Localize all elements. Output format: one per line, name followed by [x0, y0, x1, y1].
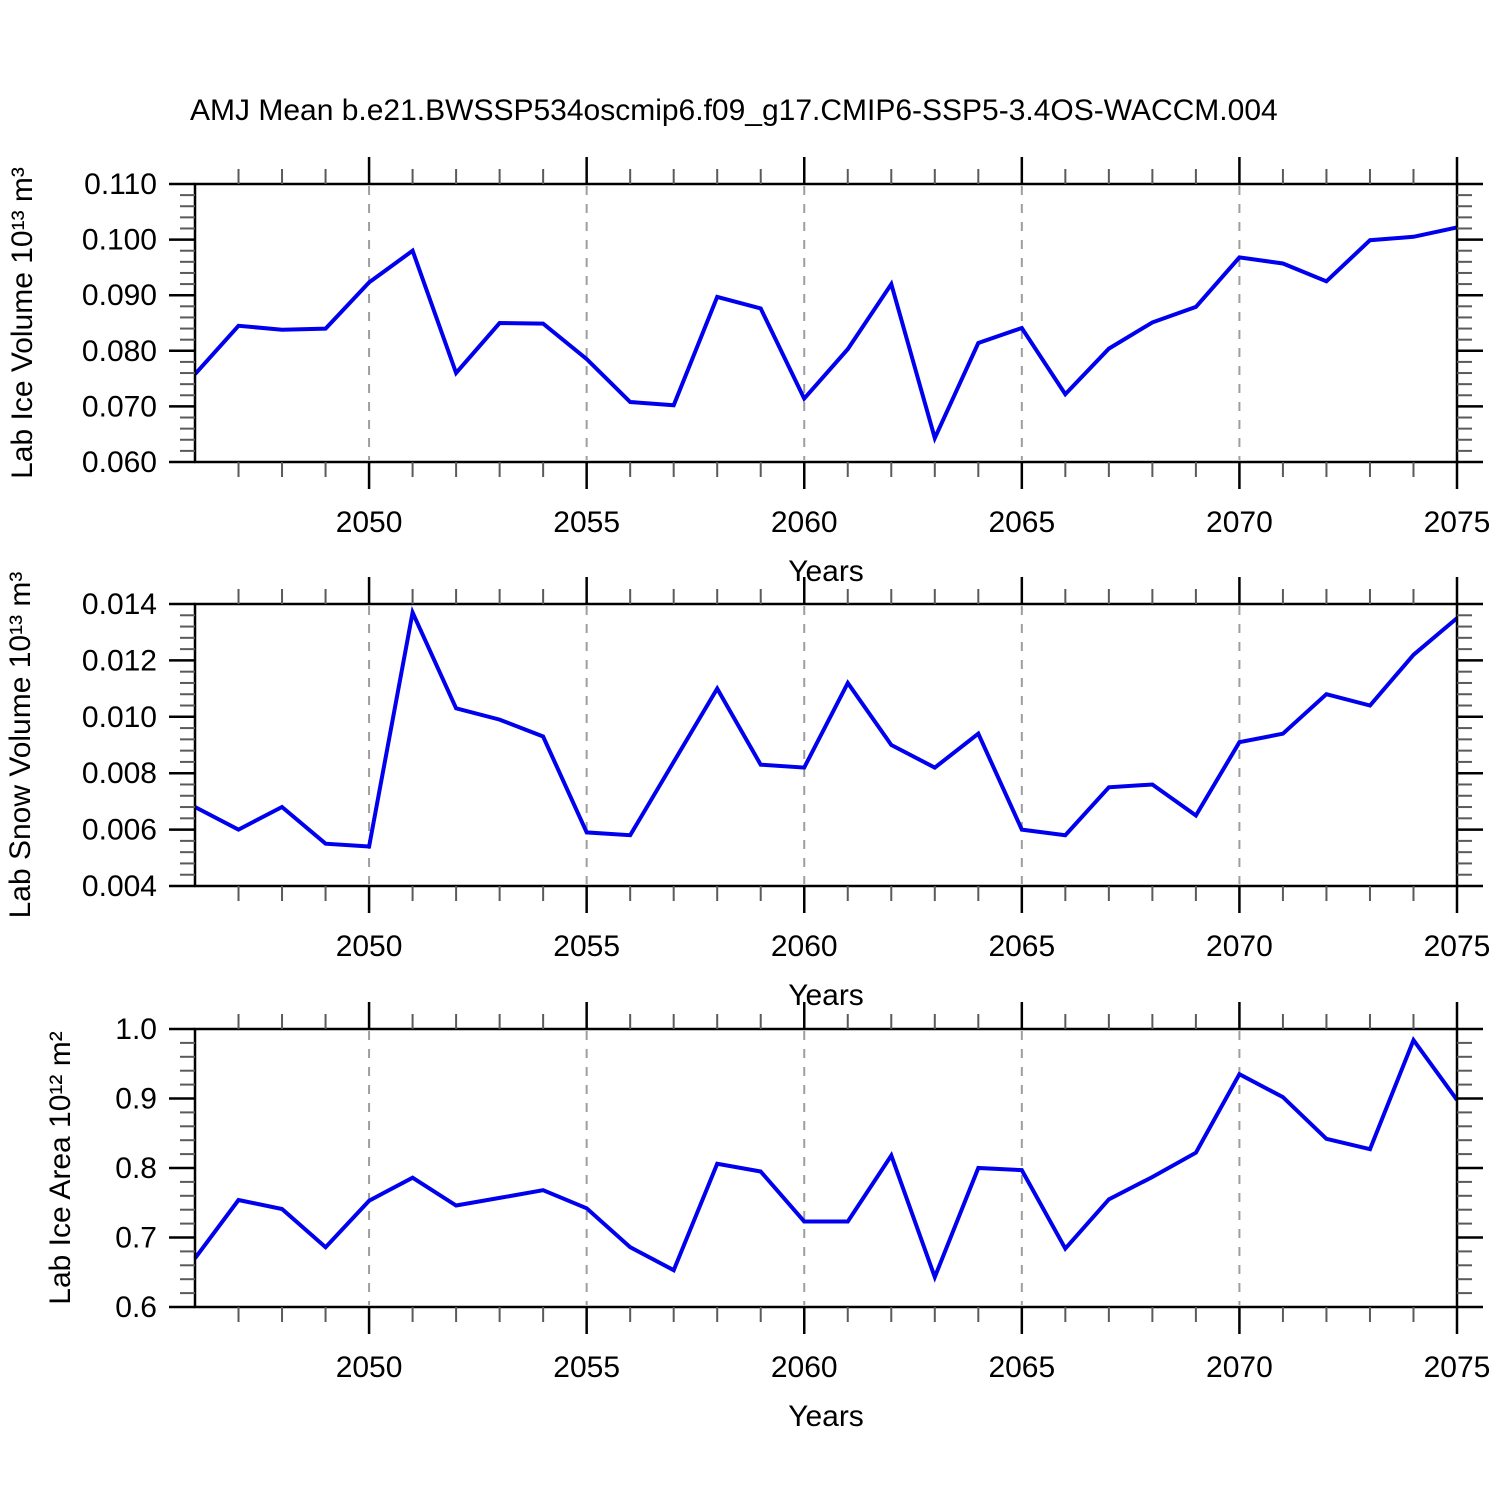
x-tick-label: 2055	[553, 930, 620, 963]
y-tick-label: 0.6	[115, 1291, 157, 1324]
x-tick-label: 2070	[1206, 930, 1273, 963]
y-axis-title: Lab Snow Volume 10¹³ m³	[4, 572, 37, 919]
x-tick-label: 2060	[771, 930, 838, 963]
x-tick-label: 2060	[771, 1351, 838, 1384]
x-tick-label: 2060	[771, 506, 838, 539]
y-tick-label: 0.006	[82, 814, 157, 847]
x-tick-label: 2050	[336, 506, 403, 539]
y-tick-label: 0.8	[115, 1152, 157, 1185]
y-axis-title: Lab Ice Volume 10¹³ m³	[6, 167, 39, 479]
y-tick-label: 0.070	[82, 390, 157, 423]
y-tick-label: 0.090	[82, 279, 157, 312]
data-line	[193, 1035, 1459, 1283]
x-tick-label: 2070	[1206, 1351, 1273, 1384]
plot-frame	[193, 182, 1459, 464]
plot-frame	[193, 1027, 1459, 1309]
x-axis-title: Years	[788, 555, 864, 588]
x-tick-label: 2055	[553, 1351, 620, 1384]
x-tick-label: 2065	[988, 930, 1055, 963]
x-tick-label: 2075	[1424, 506, 1491, 539]
y-tick-label: 0.7	[115, 1222, 157, 1255]
y-axis-title: Lab Ice Area 10¹² m²	[44, 1031, 77, 1304]
x-tick-label: 2075	[1424, 1351, 1491, 1384]
y-tick-label: 0.110	[84, 168, 157, 201]
plot-frame	[193, 602, 1459, 888]
data-line	[193, 225, 1458, 444]
x-tick-label: 2055	[553, 506, 620, 539]
figure-title: AMJ Mean b.e21.BWSSP534oscmip6.f09_g17.C…	[190, 94, 1278, 127]
x-tick-label: 2050	[336, 930, 403, 963]
y-tick-label: 0.060	[82, 446, 157, 479]
y-tick-label: 0.014	[82, 588, 157, 621]
y-tick-label: 0.9	[115, 1083, 157, 1116]
data-line	[194, 605, 1459, 849]
x-tick-label: 2050	[336, 1351, 403, 1384]
y-tick-label: 1.0	[115, 1013, 157, 1046]
y-tick-label: 0.004	[82, 870, 157, 903]
y-tick-label: 0.012	[82, 644, 157, 677]
y-tick-label: 0.100	[82, 224, 157, 257]
y-tick-label: 0.008	[82, 757, 157, 790]
y-tick-label: 0.080	[82, 335, 157, 368]
x-tick-label: 2075	[1424, 930, 1491, 963]
x-axis-title: Years	[788, 1400, 864, 1433]
y-tick-label: 0.010	[82, 701, 157, 734]
x-tick-label: 2070	[1206, 506, 1273, 539]
x-tick-label: 2065	[988, 1351, 1055, 1384]
x-axis-title: Years	[788, 979, 864, 1012]
x-tick-label: 2065	[988, 506, 1055, 539]
